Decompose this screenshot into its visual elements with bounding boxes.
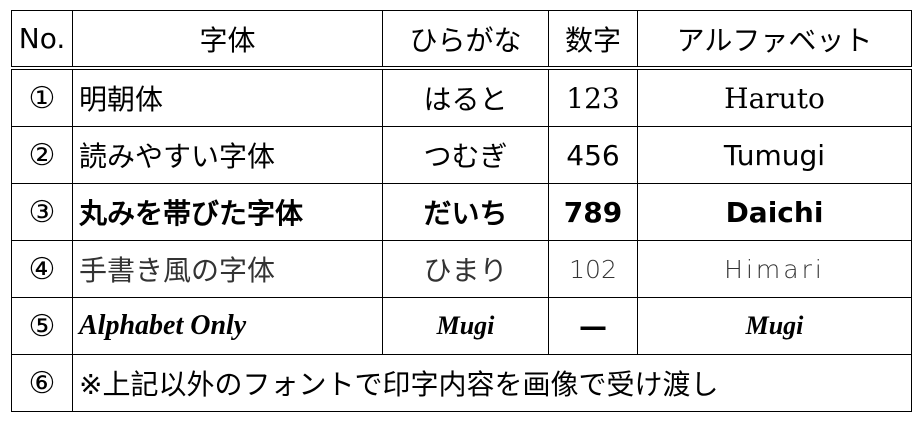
header-row: No. 字体 ひらがな 数字 アルファベット (11, 10, 912, 70)
table-row: ④ 手書き風の字体 ひまり 102 Himari (11, 240, 912, 298)
row-alphabet: Himari (637, 240, 912, 298)
header-number: 数字 (548, 10, 638, 70)
row-number: 102 (548, 240, 638, 298)
header-font: 字体 (72, 10, 383, 70)
row-no: ① (11, 67, 73, 127)
row-number: 123 (548, 67, 638, 127)
row-number: — (548, 297, 638, 355)
row-hiragana: Mugi (382, 297, 549, 355)
row-alphabet: Mugi (637, 297, 912, 355)
row-hiragana: つむぎ (382, 126, 549, 184)
row-font: 読みやすい字体 (72, 126, 383, 184)
row-no: ③ (11, 183, 73, 241)
note-text: ※上記以外のフォントで印字内容を画像で受け渡し (72, 354, 912, 412)
header-no: No. (11, 10, 73, 70)
row-font: 手書き風の字体 (72, 240, 383, 298)
row-no: ⑤ (11, 297, 73, 355)
row-alphabet: Haruto (637, 67, 912, 127)
table-row: ① 明朝体 はると 123 Haruto (11, 67, 912, 127)
header-alphabet: アルファベット (637, 10, 912, 70)
row-hiragana: だいち (382, 183, 549, 241)
font-style-table: No. 字体 ひらがな 数字 アルファベット ① 明朝体 はると 123 Har… (11, 10, 912, 412)
row-no: ② (11, 126, 73, 184)
note-row: ⑥ ※上記以外のフォントで印字内容を画像で受け渡し (11, 354, 912, 412)
row-no: ④ (11, 240, 73, 298)
row-font: 丸みを帯びた字体 (72, 183, 383, 241)
row-hiragana: はると (382, 67, 549, 127)
row-font: Alphabet Only (72, 297, 383, 355)
row-alphabet: Tumugi (637, 126, 912, 184)
row-number: 456 (548, 126, 638, 184)
row-number: 789 (548, 183, 638, 241)
table-row: ② 読みやすい字体 つむぎ 456 Tumugi (11, 126, 912, 184)
row-hiragana: ひまり (382, 240, 549, 298)
table-row: ⑤ Alphabet Only Mugi — Mugi (11, 297, 912, 355)
table-row: ③ 丸みを帯びた字体 だいち 789 Daichi (11, 183, 912, 241)
row-alphabet: Daichi (637, 183, 912, 241)
header-hiragana: ひらがな (382, 10, 549, 70)
row-no: ⑥ (11, 354, 73, 412)
row-font: 明朝体 (72, 67, 383, 127)
